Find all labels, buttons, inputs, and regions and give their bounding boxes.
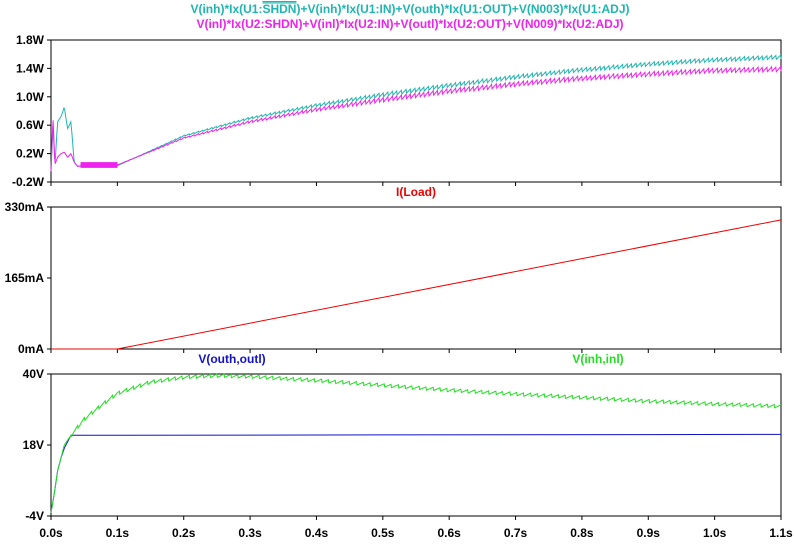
trace-blue bbox=[50, 433, 782, 513]
top-title-1-suffix: )+V(inh)*Ix(U1:IN)+V(outh)*Ix(U1:OUT)+V(… bbox=[296, 2, 629, 16]
ytick-label-2-1: 18V bbox=[23, 438, 44, 452]
ytick-label-2-0: 40V bbox=[23, 367, 44, 381]
voltage-title-right: V(inh,inl) bbox=[572, 352, 623, 366]
ytick-label-1-1: 165mA bbox=[5, 271, 45, 285]
ytick-label-0-1: 1.4W bbox=[16, 61, 45, 75]
ytick-label-2-2: -4V bbox=[25, 509, 44, 523]
voltage-pane-frame bbox=[50, 373, 782, 517]
xtick-label-9: 0.9s bbox=[637, 526, 661, 540]
current-pane-frame bbox=[50, 206, 782, 350]
xtick-label-7: 0.7s bbox=[504, 526, 528, 540]
xtick-label-2: 0.2s bbox=[172, 526, 196, 540]
xtick-label-4: 0.4s bbox=[305, 526, 329, 540]
top-title-1-prefix: V(inh)*Ix(U1: bbox=[190, 2, 262, 16]
trace-red bbox=[51, 219, 782, 350]
top-title-2: V(inl)*Ix(U2:SHDN)+V(inl)*Ix(U2:IN)+V(ou… bbox=[196, 17, 623, 31]
xtick-label-5: 0.5s bbox=[371, 526, 395, 540]
xtick-label-6: 0.6s bbox=[438, 526, 462, 540]
xtick-label-0: 0.0s bbox=[39, 526, 63, 540]
trace-magenta bbox=[50, 65, 782, 172]
ytick-label-0-2: 1.0W bbox=[16, 90, 45, 104]
ytick-label-0-3: 0.6W bbox=[16, 118, 45, 132]
voltage-title-left: V(outh,outl) bbox=[198, 352, 265, 366]
trace-green bbox=[50, 373, 782, 513]
current-pane-title: I(Load) bbox=[396, 185, 436, 199]
ytick-label-1-0: 330mA bbox=[5, 200, 45, 214]
axis-ticks: 1.8W 1.4W 1.0W 0.6W 0.2W -0.2W 330mA 165mA 0mA 40… bbox=[5, 33, 793, 540]
ytick-label-1-2: 0mA bbox=[18, 342, 44, 356]
power-pane-frame bbox=[50, 39, 782, 183]
xtick-label-10: 1.0s bbox=[703, 526, 727, 540]
ytick-label-0-5: -0.2W bbox=[12, 175, 45, 189]
xtick-label-8: 0.8s bbox=[570, 526, 594, 540]
xtick-label-1: 0.1s bbox=[106, 526, 130, 540]
ytick-label-0-0: 1.8W bbox=[16, 33, 45, 47]
xtick-label-3: 0.3s bbox=[238, 526, 262, 540]
top-title-1: V(inh)*Ix(U1:SHDN)+V(inh)*Ix(U1:IN)+V(ou… bbox=[190, 2, 629, 16]
xtick-label-11: 1.1s bbox=[769, 526, 793, 540]
trace-teal bbox=[50, 54, 782, 172]
ytick-label-0-4: 0.2W bbox=[16, 147, 45, 161]
top-title-1-overline: SHDN bbox=[262, 2, 296, 16]
traces bbox=[50, 54, 782, 513]
